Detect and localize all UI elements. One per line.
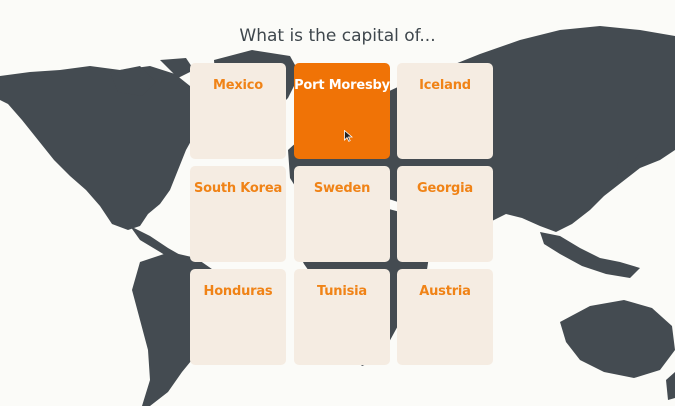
answer-tile-label: Tunisia xyxy=(317,284,367,299)
answer-tile-label: Sweden xyxy=(313,181,371,196)
question-prompt: What is the capital of... xyxy=(239,26,436,46)
answer-tile-georgia[interactable]: Georgia xyxy=(397,166,493,262)
answer-tile-tunisia[interactable]: Tunisia xyxy=(294,269,390,365)
answer-tile-iceland[interactable]: Iceland xyxy=(397,63,493,159)
arctic-island xyxy=(110,66,156,96)
answer-tile-label: Honduras xyxy=(203,284,273,299)
answer-tile-label: Port Moresby xyxy=(294,78,390,93)
north-america-landmass xyxy=(0,66,200,230)
answer-tile-sweden[interactable]: Sweden xyxy=(294,166,390,262)
southeast-asia-islands xyxy=(540,232,640,278)
answer-tile-austria[interactable]: Austria xyxy=(397,269,493,365)
mouse-pointer-icon xyxy=(344,130,353,142)
answer-tile-label: Iceland xyxy=(419,78,471,93)
answer-tile-south-korea[interactable]: South Korea xyxy=(190,166,286,262)
answer-tile-honduras[interactable]: Honduras xyxy=(190,269,286,365)
arctic-island xyxy=(160,58,194,78)
new-zealand-landmass xyxy=(666,372,675,400)
answer-tile-port-moresby[interactable]: Port Moresby xyxy=(294,63,390,159)
answer-tile-label: Mexico xyxy=(212,78,264,93)
australia-landmass xyxy=(560,300,675,378)
answer-tile-mexico[interactable]: Mexico xyxy=(190,63,286,159)
japan-landmass xyxy=(616,140,640,176)
answer-tile-label: South Korea xyxy=(193,181,283,196)
answer-tile-label: Austria xyxy=(419,284,471,299)
answer-tile-label: Georgia xyxy=(417,181,473,196)
